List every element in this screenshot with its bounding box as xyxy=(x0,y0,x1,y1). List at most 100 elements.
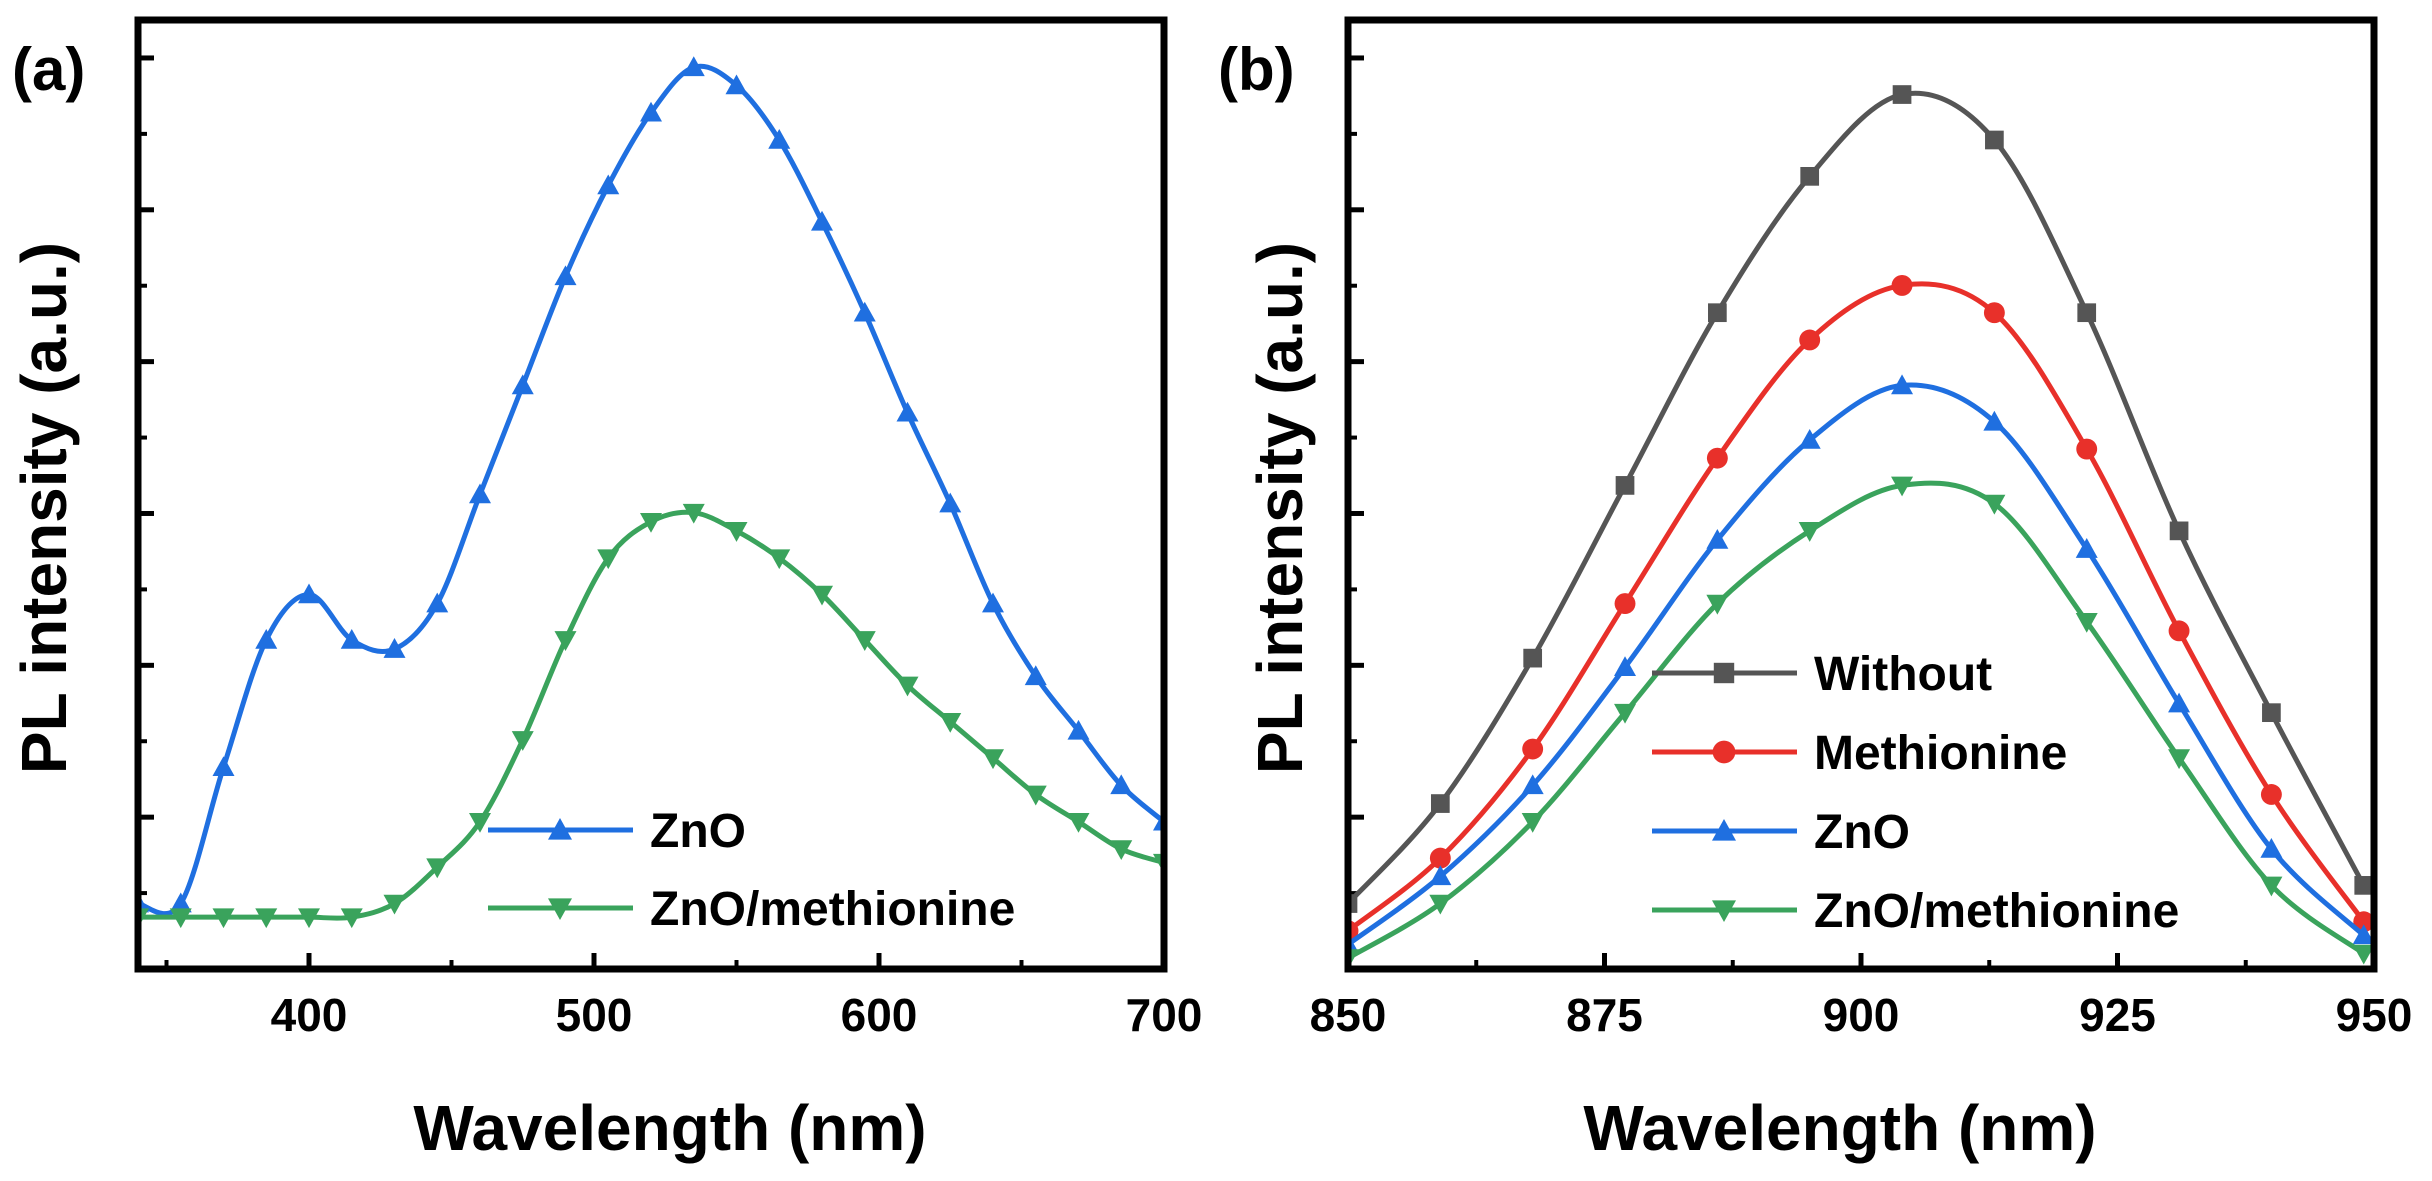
series-zno-a-marker-2 xyxy=(212,756,235,776)
series-zno-a-marker-13 xyxy=(682,56,705,77)
series-zno-b-marker-3 xyxy=(1614,656,1637,677)
panel-label-b: (b) xyxy=(1218,36,1295,103)
series-zno-methionine-a-marker-1 xyxy=(169,908,192,929)
legend-label-methionine-b: Methionine xyxy=(1814,727,2067,780)
series-zno-a-marker-7 xyxy=(426,592,449,613)
legend-label-zno-methionine-b: ZnO/methionine xyxy=(1814,885,2179,938)
series-zno-a-marker-12 xyxy=(640,101,662,122)
series-zno-b-marker-6 xyxy=(1891,374,1914,395)
legend-zno-b-marker-0 xyxy=(1712,819,1736,841)
series-zno-methionine-b-marker-4 xyxy=(1706,594,1729,615)
series-zno-methionine-a-marker-7 xyxy=(426,858,449,879)
series-without-b-marker-1 xyxy=(1430,794,1450,813)
series-zno-b-marker-5 xyxy=(1798,428,1821,449)
series-zno-methionine-b-marker-7 xyxy=(1983,494,2006,515)
series-methionine-b-marker-9 xyxy=(2168,620,2190,642)
x-tick-label-b-2: 900 xyxy=(1823,989,1900,1041)
series-zno-a-marker-4 xyxy=(298,583,320,604)
series-zno-a-marker-22 xyxy=(1067,719,1090,740)
series-zno-a-marker-6 xyxy=(383,638,406,658)
legend-zno-methionine-b-marker-0 xyxy=(1712,900,1736,922)
series-zno-b-marker-1 xyxy=(1429,865,1452,886)
series-methionine-b-marker-6 xyxy=(1891,274,1913,296)
x-tick-label-b-1: 875 xyxy=(1566,989,1643,1041)
series-zno-a-marker-5 xyxy=(340,628,363,649)
series-without-b-marker-0 xyxy=(1348,894,1358,913)
series-zno-methionine-a-marker-3 xyxy=(255,908,278,929)
series-zno-b-marker-7 xyxy=(1983,410,2006,431)
x-axis-title-a: Wavelength (nm) xyxy=(413,1092,926,1164)
series-zno-methionine-b-marker-2 xyxy=(1521,812,1544,833)
series-zno-b-marker-11 xyxy=(2352,924,2374,945)
panel-b: (b) PL intensity (a.u.) Wavelength (nm) … xyxy=(1218,16,2413,1164)
x-tick-label-a-1: 500 xyxy=(556,989,633,1041)
series-zno-methionine-a-marker-17 xyxy=(853,631,876,651)
legend-zno-a-marker-0 xyxy=(548,818,572,840)
series-zno-methionine-a-marker-20 xyxy=(982,749,1004,770)
series-zno-methionine-a-marker-14 xyxy=(725,522,748,542)
series-zno-b-marker-8 xyxy=(2075,538,2098,558)
series-zno-methionine-b-marker-6 xyxy=(1891,476,1914,497)
series-zno-methionine-a-marker-22 xyxy=(1067,812,1090,833)
x-tick-label-a-0: 400 xyxy=(271,989,348,1041)
y-axis-title-b: PL intensity (a.u.) xyxy=(1244,242,1316,774)
panel-label-a: (a) xyxy=(12,36,85,103)
series-zno-methionine-a-marker-10 xyxy=(554,631,577,651)
x-tick-label-a-2: 600 xyxy=(841,989,918,1041)
x-tick-label-b-0: 850 xyxy=(1310,989,1387,1041)
series-zno-methionine-a-marker-18 xyxy=(896,676,919,697)
legend-zno-methionine-a-marker-0 xyxy=(548,898,572,920)
series-zno-methionine-b-marker-9 xyxy=(2168,749,2191,770)
series-line-without-b xyxy=(1348,90,2366,906)
series-zno-methionine-a-marker-16 xyxy=(811,585,833,606)
series-zno-methionine-a-marker-19 xyxy=(939,712,962,733)
series-methionine-b-marker-1 xyxy=(1429,847,1451,869)
series-without-b-marker-4 xyxy=(1708,303,1727,323)
legend-methionine-b-marker-0 xyxy=(1712,740,1736,764)
series-zno-a-marker-10 xyxy=(554,265,577,286)
series-zno-methionine-a-marker-8 xyxy=(469,812,491,833)
series-zno-methionine-b-marker-1 xyxy=(1429,894,1452,915)
series-zno-a-marker-11 xyxy=(597,174,620,195)
legend-b: Without Methionine ZnO ZnO/methionine xyxy=(1652,648,2179,938)
legend-label-zno-a: ZnO xyxy=(650,805,746,858)
series-methionine-b-marker-5 xyxy=(1799,329,1821,351)
series-zno-a-marker-16 xyxy=(811,210,833,231)
series-zno-methionine-a-marker-9 xyxy=(511,731,534,751)
series-zno-methionine-a-marker-5 xyxy=(340,908,363,929)
series-without-b-marker-5 xyxy=(1800,167,1820,186)
series-methionine-b-marker-11 xyxy=(2353,911,2374,933)
series-without-b-marker-6 xyxy=(1892,85,1912,104)
series-zno-a-marker-3 xyxy=(255,628,278,649)
series-zno-methionine-a-marker-6 xyxy=(383,894,406,915)
plot-frame-b xyxy=(1344,16,2378,973)
legend-without-b-marker-0 xyxy=(1713,662,1735,684)
series-zno-methionine-a-marker-11 xyxy=(597,549,620,570)
x-tick-label-b-4: 950 xyxy=(2336,989,2413,1041)
plot-frame-a xyxy=(134,16,1168,973)
series-without-b-marker-11 xyxy=(2354,876,2374,895)
series-zno-methionine-a-marker-13 xyxy=(682,503,705,524)
series-zno-a-marker-23 xyxy=(1110,774,1133,795)
series-a xyxy=(138,56,1164,929)
series-zno-methionine-a-marker-15 xyxy=(768,549,791,570)
series-zno-a-marker-17 xyxy=(853,301,876,322)
series-methionine-b-marker-3 xyxy=(1614,593,1636,615)
series-zno-a-marker-14 xyxy=(725,74,748,95)
series-zno-a-marker-21 xyxy=(1024,665,1047,686)
series-zno-methionine-a-marker-2 xyxy=(212,908,235,929)
series-zno-methionine-b-marker-3 xyxy=(1614,703,1637,724)
series-zno-methionine-a-marker-23 xyxy=(1110,840,1133,861)
series-zno-methionine-b-marker-11 xyxy=(2352,944,2374,965)
series-line-zno-a xyxy=(138,63,1164,917)
series-zno-a-marker-19 xyxy=(939,492,962,513)
series-zno-methionine-b-marker-5 xyxy=(1798,522,1821,542)
series-without-b-marker-10 xyxy=(2262,703,2281,723)
series-zno-a-marker-1 xyxy=(169,892,192,913)
series-line-zno-methionine-b xyxy=(1348,480,2366,961)
series-zno-methionine-a-marker-12 xyxy=(640,512,662,533)
series-zno-b-marker-9 xyxy=(2168,692,2191,713)
series-zno-a-marker-20 xyxy=(982,592,1004,613)
series-zno-a-marker-15 xyxy=(768,128,791,149)
